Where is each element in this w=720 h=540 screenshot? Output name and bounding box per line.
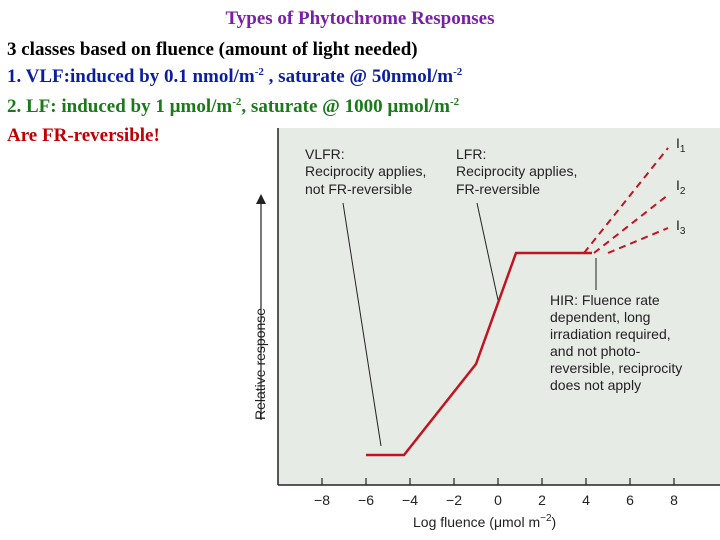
response-curve (366, 251, 592, 457)
vlf-sup-1: -2 (254, 66, 264, 78)
x-axis-label: Log fluence (μmol m−2) (413, 513, 556, 530)
x-tick-label: 6 (626, 492, 634, 508)
fr-reversible-line: Are FR-reversible! (7, 125, 160, 146)
lf-sup-1: -2 (232, 96, 242, 108)
x-axis-label-sup: −2 (540, 513, 552, 524)
x-tick-label: 8 (670, 492, 678, 508)
x-tick-label: −4 (402, 492, 418, 508)
y-axis-label: Relative response (252, 308, 268, 420)
x-tick-label: −6 (358, 492, 374, 508)
x-ticks: −8 −6 −4 −2 0 2 4 6 8 (314, 478, 678, 508)
vlf-text-b: , saturate @ 50nmol/m (263, 66, 454, 87)
x-axis-label-end: ) (552, 514, 557, 530)
lf-text-b: , saturate @ 1000 µmol/m (241, 96, 450, 117)
vlfr-callout-line (342, 202, 382, 447)
x-tick-label: 4 (582, 492, 590, 508)
slide-title: Types of Phytochrome Responses (225, 8, 495, 29)
y-arrow-head (256, 194, 266, 204)
vlf-text-a: 1. VLF:induced by 0.1 nmol/m (7, 66, 255, 87)
lfr-callout-line (476, 202, 499, 301)
hir-label: HIR: Fluence rate dependent, long irradi… (550, 292, 686, 393)
lfr-label: LFR: Reciprocity applies, FR-reversible (456, 146, 581, 197)
irradiance-label-i1: I1 (676, 135, 686, 155)
hir-curve-i2 (593, 194, 669, 254)
hir-curve-i1 (583, 147, 669, 254)
x-axis-label-text: Log fluence (μmol m (413, 514, 540, 530)
irradiance-label-i2: I2 (676, 177, 686, 197)
vlfr-label: VLFR: Reciprocity applies, not FR-revers… (305, 146, 430, 197)
lf-line: 2. LF: induced by 1 µmol/m-2, saturate @… (7, 96, 459, 118)
lf-sup-2: -2 (450, 96, 460, 108)
x-tick-label: −2 (446, 492, 462, 508)
x-tick-label: 2 (538, 492, 546, 508)
intro-line: 3 classes based on fluence (amount of li… (7, 39, 418, 60)
x-tick-label: 0 (494, 492, 502, 508)
x-tick-label: −8 (314, 492, 330, 508)
vlf-sup-2: -2 (453, 66, 463, 78)
hir-curve-i3 (607, 227, 669, 254)
vlf-line: 1. VLF:induced by 0.1 nmol/m-2 , saturat… (7, 66, 462, 88)
irradiance-label-i3: I3 (676, 217, 686, 237)
diagram-panel (278, 128, 720, 485)
lf-text-a: 2. LF: induced by 1 µmol/m (7, 96, 233, 117)
